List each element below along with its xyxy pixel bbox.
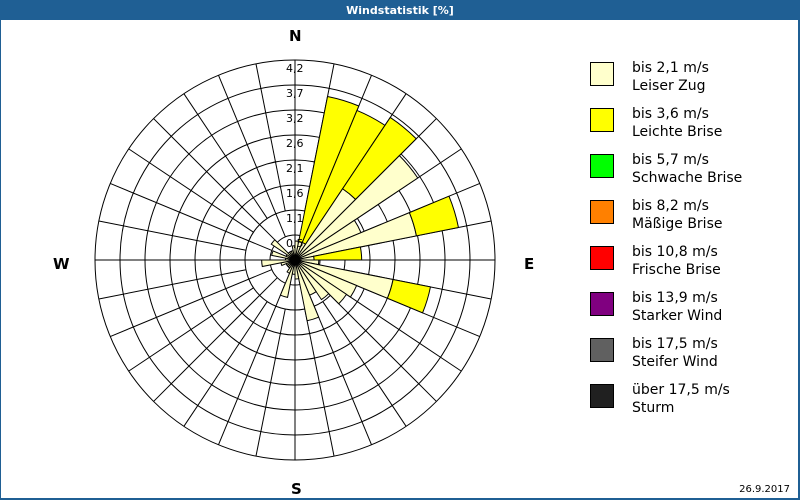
legend-label: bis 2,1 m/s Leiser Zug (632, 60, 709, 94)
legend-swatch (590, 154, 614, 178)
legend-item: bis 17,5 m/s Steifer Wind (590, 336, 790, 384)
rose-wedge (294, 154, 419, 261)
radial-tick-label: 1,6 (286, 187, 304, 200)
legend-label: über 17,5 m/s Sturm (632, 382, 730, 416)
rose-wedge (294, 259, 320, 322)
legend-item: bis 3,6 m/s Leichte Brise (590, 106, 790, 154)
radial-tick-label: 3,7 (286, 87, 304, 100)
radial-tick-label: 3,2 (286, 112, 304, 125)
rose-wedge (408, 195, 460, 237)
radial-tick-label: 0,5 (286, 237, 304, 250)
direction-west-label: W (53, 255, 70, 273)
rose-wedge (294, 259, 330, 301)
rose-wedge (270, 239, 296, 261)
legend-item: bis 10,8 m/s Frische Brise (590, 244, 790, 292)
legend-swatch (590, 200, 614, 224)
legend-label: bis 17,5 m/s Steifer Wind (632, 336, 718, 370)
legend-swatch (590, 108, 614, 132)
rose-wedge (386, 278, 432, 314)
rose-wedge (294, 259, 358, 298)
rose-wedge (298, 95, 360, 244)
legend-label: bis 10,8 m/s Frische Brise (632, 244, 721, 278)
radial-tick-label: 1,1 (286, 212, 304, 225)
legend-label: bis 3,6 m/s Leichte Brise (632, 106, 723, 140)
legend-item: bis 13,9 m/s Starker Wind (590, 290, 790, 338)
direction-south-label: S (291, 480, 302, 498)
window-title: Windstatistik [%] (0, 0, 800, 20)
legend-item: über 17,5 m/s Sturm (590, 382, 790, 430)
rose-wedge (294, 259, 348, 305)
legend-item: bis 2,1 m/s Leiser Zug (590, 60, 790, 108)
wind-rose-chart: 0,5 1,1 1,6 2,1 2,6 3,2 3,7 4,2 (94, 59, 496, 461)
legend-swatch (590, 246, 614, 270)
radial-tick-label: 4,2 (286, 62, 304, 75)
legend-swatch (590, 384, 614, 408)
legend-swatch (590, 338, 614, 362)
radial-tick-label: 2,6 (286, 137, 304, 150)
direction-north-label: N (289, 27, 302, 45)
legend-label: bis 13,9 m/s Starker Wind (632, 290, 723, 324)
direction-east-label: E (524, 255, 535, 273)
footer-date: 26.9.2017 (739, 484, 790, 495)
legend-swatch (590, 292, 614, 316)
rose-wedge (341, 116, 417, 201)
legend-item: bis 5,7 m/s Schwache Brise (590, 152, 790, 200)
legend-label: bis 8,2 m/s Mäßige Brise (632, 198, 723, 232)
radial-tick-label: 2,1 (286, 162, 304, 175)
legend-item: bis 8,2 m/s Mäßige Brise (590, 198, 790, 246)
legend-label: bis 5,7 m/s Schwache Brise (632, 152, 743, 186)
legend-swatch (590, 62, 614, 86)
chart-panel: 0,5 1,1 1,6 2,1 2,6 3,2 3,7 4,2 N E S W bis 2,1… (1, 20, 798, 499)
